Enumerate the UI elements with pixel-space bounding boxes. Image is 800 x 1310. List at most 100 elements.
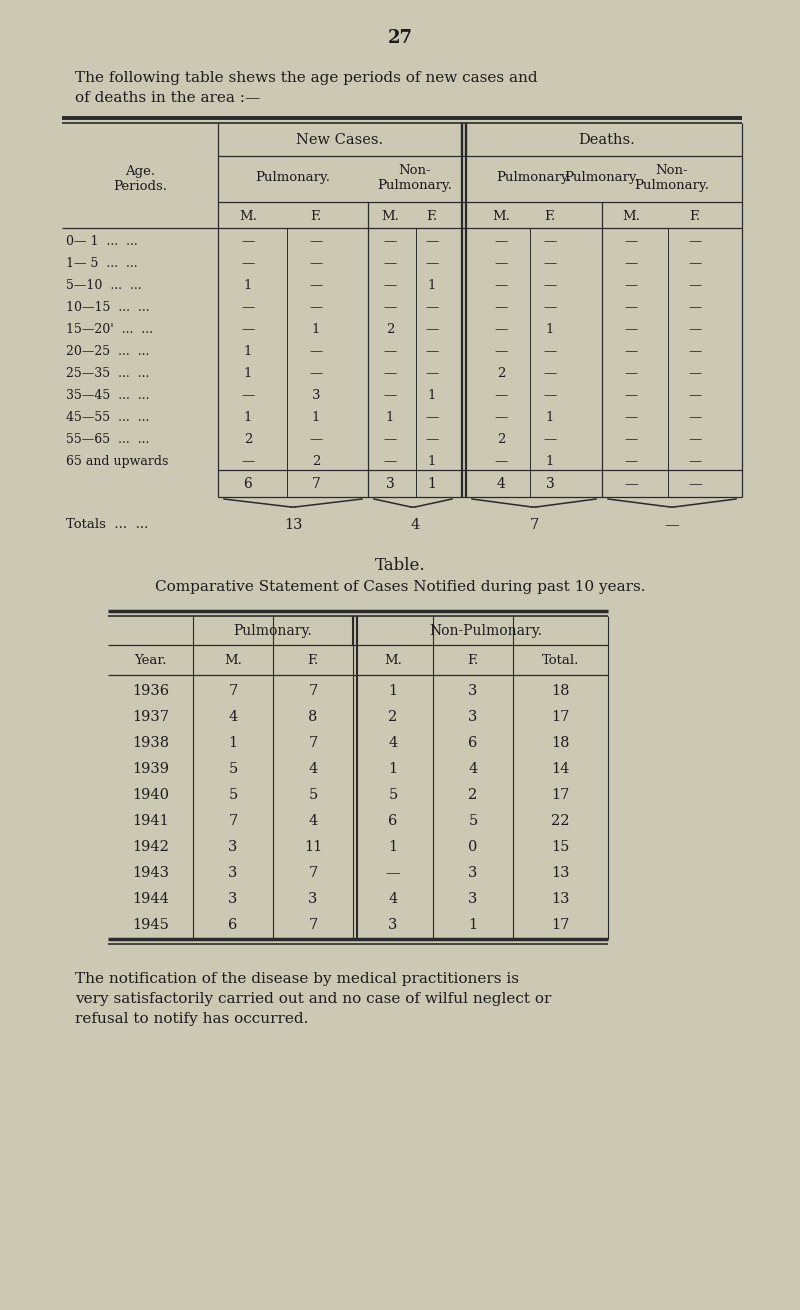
- Text: —: —: [688, 455, 702, 468]
- Text: Pulmonary.: Pulmonary.: [255, 172, 330, 185]
- Text: The following table shews the age periods of new cases and: The following table shews the age period…: [75, 71, 538, 85]
- Text: —: —: [383, 345, 397, 358]
- Text: 7: 7: [228, 684, 238, 698]
- Text: —: —: [688, 477, 702, 491]
- Text: 0: 0: [468, 840, 478, 854]
- Text: 2: 2: [312, 455, 320, 468]
- Text: —: —: [383, 367, 397, 380]
- Text: 3: 3: [468, 892, 478, 907]
- Text: 1: 1: [428, 389, 436, 402]
- Text: 2: 2: [497, 367, 505, 380]
- Text: —: —: [383, 279, 397, 292]
- Text: —: —: [543, 345, 557, 358]
- Text: 13: 13: [551, 866, 570, 880]
- Text: Totals  ...  ...: Totals ... ...: [66, 519, 148, 532]
- Text: —: —: [242, 322, 254, 335]
- Text: 7: 7: [228, 814, 238, 828]
- Text: —: —: [624, 301, 638, 313]
- Text: 1938: 1938: [132, 736, 169, 751]
- Text: F.: F.: [426, 210, 438, 223]
- Text: 1: 1: [386, 411, 394, 423]
- Text: —: —: [624, 411, 638, 423]
- Text: Comparative Statement of Cases Notified during past 10 years.: Comparative Statement of Cases Notified …: [154, 580, 646, 593]
- Text: 1: 1: [428, 455, 436, 468]
- Text: Non-: Non-: [656, 165, 688, 177]
- Text: 1: 1: [244, 279, 252, 292]
- Text: 2: 2: [388, 710, 398, 724]
- Text: —: —: [383, 301, 397, 313]
- Text: 1937: 1937: [132, 710, 169, 724]
- Text: —: —: [688, 257, 702, 270]
- Text: —: —: [624, 345, 638, 358]
- Text: 3: 3: [388, 918, 398, 933]
- Text: 27: 27: [387, 29, 413, 47]
- Text: —: —: [383, 257, 397, 270]
- Text: 1: 1: [244, 345, 252, 358]
- Text: 1944: 1944: [132, 892, 169, 907]
- Text: 1: 1: [546, 411, 554, 423]
- Text: —: —: [624, 322, 638, 335]
- Text: 8: 8: [308, 710, 318, 724]
- Text: Pulmonary.: Pulmonary.: [234, 624, 312, 638]
- Text: Deaths.: Deaths.: [578, 134, 635, 147]
- Text: 1: 1: [244, 367, 252, 380]
- Text: 1939: 1939: [132, 762, 169, 776]
- Text: —: —: [624, 257, 638, 270]
- Text: —: —: [688, 367, 702, 380]
- Text: 3: 3: [228, 840, 238, 854]
- Text: 5: 5: [228, 762, 238, 776]
- Text: —: —: [426, 367, 438, 380]
- Text: 1: 1: [244, 411, 252, 423]
- Text: —: —: [426, 234, 438, 248]
- Text: 7: 7: [530, 517, 538, 532]
- Text: —: —: [310, 301, 322, 313]
- Text: 1: 1: [229, 736, 238, 751]
- Text: 4: 4: [468, 762, 478, 776]
- Text: 4: 4: [388, 736, 398, 751]
- Text: —: —: [688, 389, 702, 402]
- Text: 3: 3: [386, 477, 394, 491]
- Text: 2: 2: [497, 432, 505, 445]
- Text: —: —: [624, 234, 638, 248]
- Text: 17: 17: [551, 918, 570, 933]
- Text: 3: 3: [228, 892, 238, 907]
- Text: M.: M.: [384, 655, 402, 668]
- Text: —: —: [494, 257, 508, 270]
- Text: Total.: Total.: [542, 655, 579, 668]
- Text: 1: 1: [427, 477, 437, 491]
- Text: 18: 18: [551, 736, 570, 751]
- Text: —: —: [310, 432, 322, 445]
- Text: —: —: [494, 301, 508, 313]
- Text: —: —: [426, 432, 438, 445]
- Text: —: —: [242, 257, 254, 270]
- Text: 5: 5: [388, 789, 398, 802]
- Text: 1: 1: [389, 684, 398, 698]
- Text: —: —: [624, 279, 638, 292]
- Text: —: —: [665, 517, 679, 532]
- Text: F.: F.: [307, 655, 318, 668]
- Text: 17: 17: [551, 789, 570, 802]
- Text: 35—45  ...  ...: 35—45 ... ...: [66, 389, 150, 402]
- Text: very satisfactorily carried out and no case of wilful neglect or: very satisfactorily carried out and no c…: [75, 992, 551, 1006]
- Text: —: —: [494, 234, 508, 248]
- Text: —: —: [242, 234, 254, 248]
- Text: 3: 3: [312, 389, 320, 402]
- Text: —: —: [543, 301, 557, 313]
- Text: —: —: [383, 455, 397, 468]
- Text: F.: F.: [310, 210, 322, 223]
- Text: —: —: [242, 389, 254, 402]
- Text: 1: 1: [312, 411, 320, 423]
- Text: —: —: [494, 389, 508, 402]
- Text: —: —: [494, 455, 508, 468]
- Text: 7: 7: [308, 866, 318, 880]
- Text: 1: 1: [389, 762, 398, 776]
- Text: 2: 2: [244, 432, 252, 445]
- Text: 4: 4: [388, 892, 398, 907]
- Text: 20—25  ...  ...: 20—25 ... ...: [66, 345, 150, 358]
- Text: —: —: [688, 279, 702, 292]
- Text: 1943: 1943: [132, 866, 169, 880]
- Text: 3: 3: [308, 892, 318, 907]
- Text: —: —: [494, 322, 508, 335]
- Text: —: —: [426, 257, 438, 270]
- Text: —: —: [383, 389, 397, 402]
